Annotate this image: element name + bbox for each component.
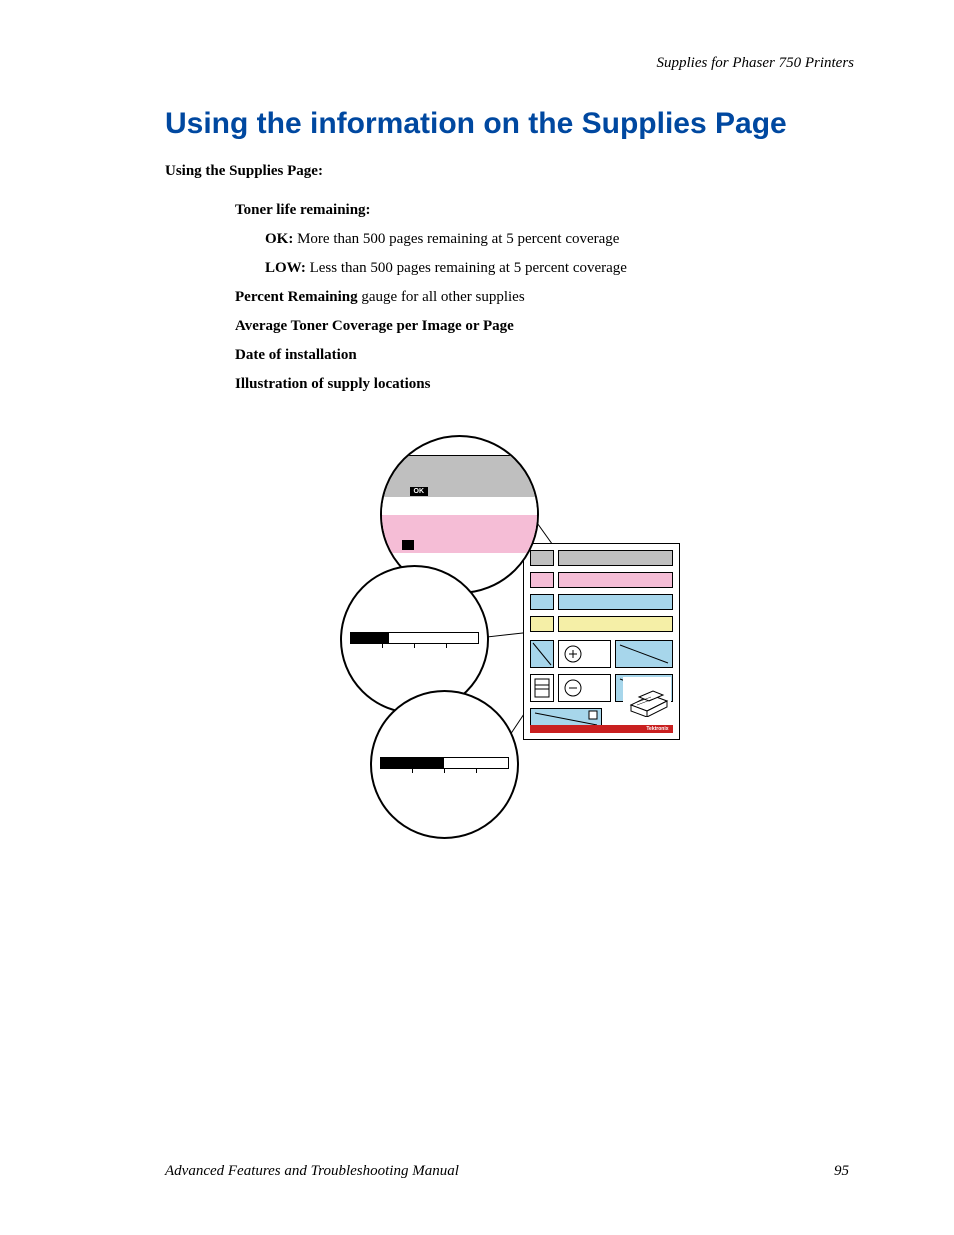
- callout-gauge-2: [370, 690, 519, 839]
- black-badge: [402, 540, 414, 550]
- content-block: Toner life remaining: OK: More than 500 …: [235, 200, 854, 395]
- supplies-diagram: Tektronix OK: [340, 435, 680, 795]
- ok-label: OK:: [265, 231, 293, 247]
- pct-label: Percent Remaining: [235, 289, 358, 305]
- doi-line: Date of installation: [235, 345, 854, 366]
- tektronix-label: Tektronix: [646, 726, 668, 732]
- page-footer: Advanced Features and Troubleshooting Ma…: [165, 1163, 849, 1180]
- running-header: Supplies for Phaser 750 Printers: [165, 55, 854, 72]
- low-text: Less than 500 pages remaining at 5 perce…: [306, 260, 627, 276]
- ok-badge: OK: [410, 487, 429, 496]
- manual-title: Advanced Features and Troubleshooting Ma…: [165, 1163, 459, 1180]
- callout-gauge-1: [340, 565, 489, 714]
- pct-line: Percent Remaining gauge for all other su…: [235, 287, 854, 308]
- low-label: LOW:: [265, 260, 306, 276]
- main-heading: Using the information on the Supplies Pa…: [165, 107, 854, 141]
- page-number: 95: [834, 1163, 849, 1180]
- pct-text: gauge for all other supplies: [358, 289, 525, 305]
- low-line: LOW: Less than 500 pages remaining at 5 …: [265, 258, 854, 279]
- ill-line: Illustration of supply locations: [235, 374, 854, 395]
- printer-icon: [623, 677, 671, 717]
- avg-line: Average Toner Coverage per Image or Page: [235, 316, 854, 337]
- ok-line: OK: More than 500 pages remaining at 5 p…: [265, 229, 854, 250]
- sub-heading: Using the Supplies Page:: [165, 163, 854, 180]
- supplies-page-thumbnail: Tektronix: [523, 543, 680, 740]
- toner-life-heading: Toner life remaining:: [235, 200, 854, 221]
- ok-text: More than 500 pages remaining at 5 perce…: [293, 231, 619, 247]
